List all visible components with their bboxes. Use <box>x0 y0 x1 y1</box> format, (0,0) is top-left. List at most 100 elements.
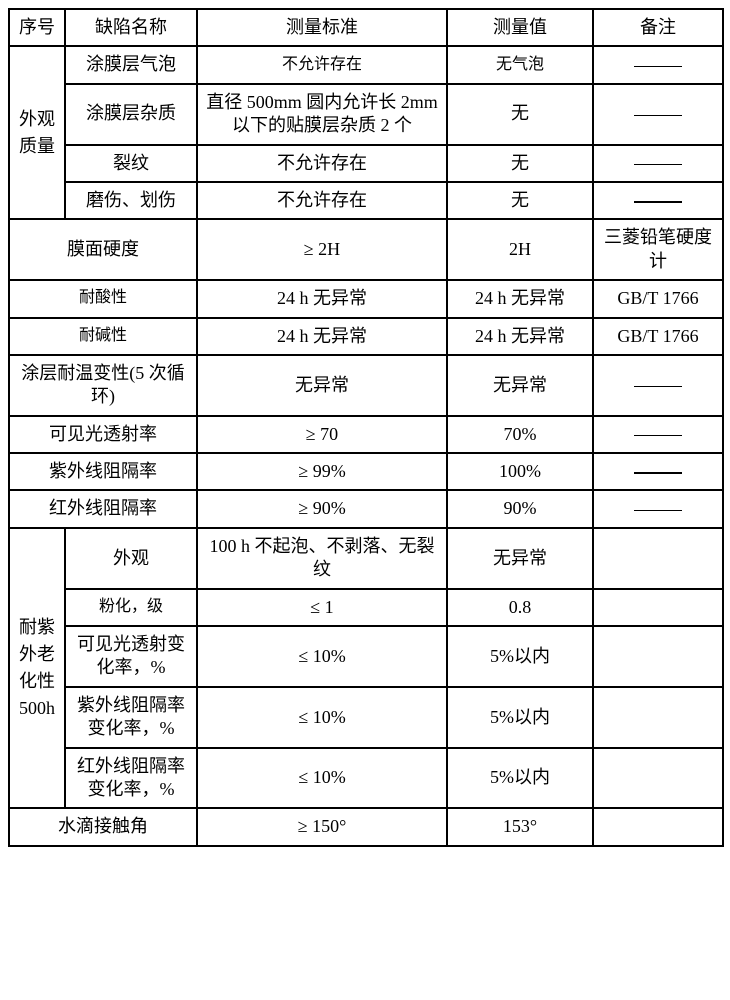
table-row: 膜面硬度 ≥ 2H 2H 三菱铅笔硬度计 <box>9 219 723 280</box>
cell-standard: ≤ 10% <box>197 748 447 809</box>
cell-value: 无异常 <box>447 528 593 589</box>
table-row: 红外线阻隔率变化率，% ≤ 10% 5%以内 <box>9 748 723 809</box>
table-row: 红外线阻隔率 ≥ 90% 90% <box>9 490 723 527</box>
cell-name: 磨伤、划伤 <box>65 182 197 219</box>
cell-value: 无异常 <box>447 355 593 416</box>
cell-standard: ≤ 1 <box>197 589 447 626</box>
cell-name: 涂层耐温变性(5 次循环) <box>9 355 197 416</box>
cell-standard: 不允许存在 <box>197 145 447 182</box>
cell-remark <box>593 589 723 626</box>
table-row: 粉化，级 ≤ 1 0.8 <box>9 589 723 626</box>
header-defect-name: 缺陷名称 <box>65 9 197 46</box>
dash-icon <box>634 190 682 210</box>
dash-icon <box>634 54 682 74</box>
dash-icon <box>634 153 682 173</box>
cell-value: 153° <box>447 808 593 845</box>
header-value: 测量值 <box>447 9 593 46</box>
dash-icon <box>634 375 682 395</box>
cell-value: 无 <box>447 145 593 182</box>
cell-value: 无 <box>447 182 593 219</box>
cell-name: 可见光透射率 <box>9 416 197 453</box>
cell-name: 涂膜层气泡 <box>65 46 197 83</box>
table-row: 可见光透射变化率，% ≤ 10% 5%以内 <box>9 626 723 687</box>
group-label-appearance: 外观质量 <box>9 46 65 219</box>
header-seq: 序号 <box>9 9 65 46</box>
cell-remark <box>593 145 723 182</box>
cell-name: 外观 <box>65 528 197 589</box>
cell-standard: 直径 500mm 圆内允许长 2mm 以下的贴膜层杂质 2 个 <box>197 84 447 145</box>
cell-name: 红外线阻隔率 <box>9 490 197 527</box>
table-row: 可见光透射率 ≥ 70 70% <box>9 416 723 453</box>
cell-remark: GB/T 1766 <box>593 280 723 317</box>
table-row: 紫外线阻隔率 ≥ 99% 100% <box>9 453 723 490</box>
cell-standard: ≤ 10% <box>197 626 447 687</box>
cell-value: 无 <box>447 84 593 145</box>
cell-remark <box>593 528 723 589</box>
cell-value: 100% <box>447 453 593 490</box>
header-standard: 测量标准 <box>197 9 447 46</box>
dash-icon <box>634 461 682 481</box>
cell-remark <box>593 355 723 416</box>
cell-value: 2H <box>447 219 593 280</box>
table-row: 耐紫外老化性500h 外观 100 h 不起泡、不剥落、无裂纹 无异常 <box>9 528 723 589</box>
cell-name: 可见光透射变化率，% <box>65 626 197 687</box>
cell-remark <box>593 416 723 453</box>
table-row: 水滴接触角 ≥ 150° 153° <box>9 808 723 845</box>
cell-standard: ≥ 90% <box>197 490 447 527</box>
group-label-uv: 耐紫外老化性500h <box>9 528 65 809</box>
cell-standard: 无异常 <box>197 355 447 416</box>
cell-standard: 不允许存在 <box>197 46 447 83</box>
cell-standard: 不允许存在 <box>197 182 447 219</box>
cell-name: 耐酸性 <box>9 280 197 317</box>
cell-remark <box>593 748 723 809</box>
cell-value: 0.8 <box>447 589 593 626</box>
cell-value: 5%以内 <box>447 748 593 809</box>
table-row: 涂膜层杂质 直径 500mm 圆内允许长 2mm 以下的贴膜层杂质 2 个 无 <box>9 84 723 145</box>
cell-name: 粉化，级 <box>65 589 197 626</box>
cell-value: 5%以内 <box>447 626 593 687</box>
cell-value: 5%以内 <box>447 687 593 748</box>
table-row: 涂层耐温变性(5 次循环) 无异常 无异常 <box>9 355 723 416</box>
dash-icon <box>634 424 682 444</box>
cell-name: 紫外线阻隔率变化率，% <box>65 687 197 748</box>
cell-name: 裂纹 <box>65 145 197 182</box>
cell-value: 无气泡 <box>447 46 593 83</box>
cell-remark: GB/T 1766 <box>593 318 723 355</box>
cell-value: 24 h 无异常 <box>447 280 593 317</box>
cell-standard: 24 h 无异常 <box>197 280 447 317</box>
table-row: 裂纹 不允许存在 无 <box>9 145 723 182</box>
cell-standard: 100 h 不起泡、不剥落、无裂纹 <box>197 528 447 589</box>
cell-remark <box>593 453 723 490</box>
table-row: 耐碱性 24 h 无异常 24 h 无异常 GB/T 1766 <box>9 318 723 355</box>
cell-remark <box>593 46 723 83</box>
table-row: 磨伤、划伤 不允许存在 无 <box>9 182 723 219</box>
cell-name: 水滴接触角 <box>9 808 197 845</box>
cell-standard: ≥ 99% <box>197 453 447 490</box>
table-header-row: 序号 缺陷名称 测量标准 测量值 备注 <box>9 9 723 46</box>
cell-remark <box>593 182 723 219</box>
dash-icon <box>634 498 682 518</box>
dash-icon <box>634 103 682 123</box>
table-row: 耐酸性 24 h 无异常 24 h 无异常 GB/T 1766 <box>9 280 723 317</box>
cell-remark: 三菱铅笔硬度计 <box>593 219 723 280</box>
cell-name: 紫外线阻隔率 <box>9 453 197 490</box>
cell-name: 红外线阻隔率变化率，% <box>65 748 197 809</box>
cell-name: 涂膜层杂质 <box>65 84 197 145</box>
cell-remark <box>593 687 723 748</box>
cell-standard: 24 h 无异常 <box>197 318 447 355</box>
cell-value: 70% <box>447 416 593 453</box>
table-row: 外观质量 涂膜层气泡 不允许存在 无气泡 <box>9 46 723 83</box>
table-row: 紫外线阻隔率变化率，% ≤ 10% 5%以内 <box>9 687 723 748</box>
spec-table: 序号 缺陷名称 测量标准 测量值 备注 外观质量 涂膜层气泡 不允许存在 无气泡… <box>8 8 724 847</box>
cell-standard: ≥ 70 <box>197 416 447 453</box>
cell-value: 24 h 无异常 <box>447 318 593 355</box>
cell-standard: ≤ 10% <box>197 687 447 748</box>
cell-name: 耐碱性 <box>9 318 197 355</box>
cell-remark <box>593 626 723 687</box>
cell-remark <box>593 490 723 527</box>
cell-standard: ≥ 2H <box>197 219 447 280</box>
cell-standard: ≥ 150° <box>197 808 447 845</box>
cell-value: 90% <box>447 490 593 527</box>
cell-remark <box>593 808 723 845</box>
cell-remark <box>593 84 723 145</box>
